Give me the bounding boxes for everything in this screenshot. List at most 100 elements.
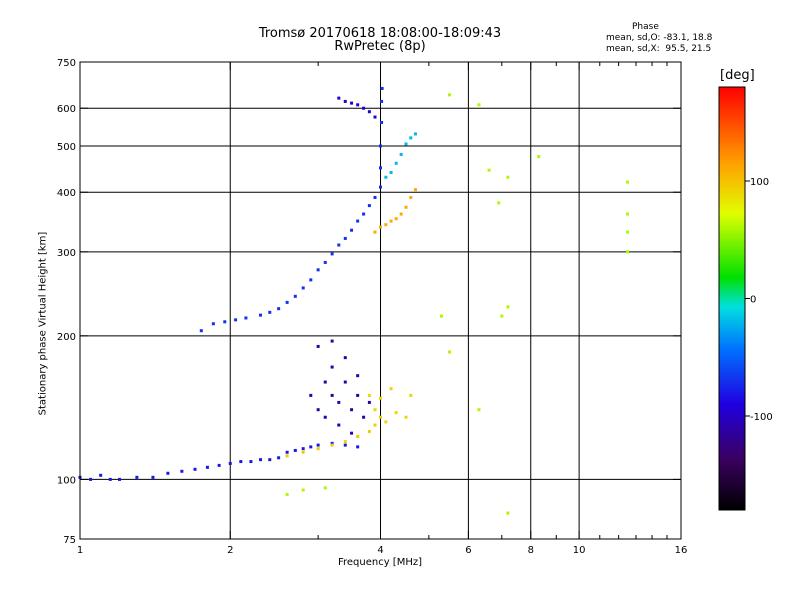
phase-legend-title: Phase — [632, 22, 659, 32]
data-point — [316, 443, 320, 447]
data-point — [99, 473, 103, 477]
data-point — [367, 110, 371, 114]
data-point — [343, 99, 347, 103]
data-point — [506, 175, 510, 179]
data-point — [373, 195, 377, 199]
data-point — [285, 454, 289, 458]
data-point — [625, 212, 629, 216]
data-point — [404, 415, 408, 419]
data-point — [301, 286, 305, 290]
data-point — [409, 393, 413, 397]
data-point — [497, 201, 501, 205]
data-point — [380, 121, 384, 125]
data-point — [259, 313, 263, 317]
data-point — [448, 350, 452, 354]
data-point — [285, 492, 289, 496]
data-point — [350, 431, 354, 435]
data-point — [244, 316, 248, 320]
data-point — [356, 445, 360, 449]
data-point — [409, 195, 413, 199]
data-point — [500, 314, 504, 318]
data-point — [211, 322, 215, 326]
data-point — [323, 415, 327, 419]
colorbar-tick-label: 0 — [750, 295, 756, 306]
data-point — [409, 136, 413, 140]
grid-lines — [80, 62, 681, 539]
colorbar-tick-label: -100 — [750, 412, 773, 423]
data-point — [343, 236, 347, 240]
data-point — [301, 450, 305, 454]
phase-legend-o-mode: mean, sd,O: -83.1, 18.8 — [606, 33, 713, 43]
data-point — [362, 106, 366, 110]
y-tick-label: 75 — [63, 535, 76, 546]
axis-ticks: 1 2 4 6 8 10 16 75 100 200 300 400 500 600 750 — [57, 58, 687, 556]
data-point — [367, 204, 371, 208]
data-point — [108, 477, 112, 481]
x-tick-label: 4 — [377, 545, 383, 556]
data-point — [506, 305, 510, 309]
data-point — [268, 458, 272, 462]
data-point — [506, 511, 510, 515]
data-point — [268, 310, 272, 314]
data-point — [350, 101, 354, 105]
data-point — [151, 475, 155, 479]
data-point — [337, 423, 341, 427]
data-point — [323, 486, 327, 490]
data-point — [379, 144, 382, 148]
data-point — [384, 420, 388, 424]
data-point — [394, 161, 398, 165]
data-point — [394, 411, 398, 415]
data-point — [389, 387, 393, 391]
data-point — [343, 380, 347, 384]
data-point — [373, 408, 377, 412]
data-point — [356, 435, 360, 439]
y-tick-label: 400 — [57, 188, 76, 199]
data-point — [362, 415, 366, 419]
data-point — [379, 396, 382, 400]
data-point — [293, 294, 297, 298]
data-point — [234, 318, 238, 322]
data-point — [373, 115, 377, 119]
x-axis-label: Frequency [MHz] — [337, 557, 423, 568]
data-point — [367, 400, 371, 404]
data-point — [404, 142, 408, 146]
data-point — [309, 393, 313, 397]
colorbar — [718, 86, 746, 511]
data-point — [356, 219, 360, 223]
data-point — [337, 400, 341, 404]
data-point — [316, 344, 320, 348]
data-point — [384, 175, 388, 179]
data-point — [343, 356, 347, 360]
data-point — [285, 300, 289, 304]
data-point — [379, 225, 382, 229]
y-tick-label: 100 — [57, 475, 76, 486]
chart-title: Tromsø 20170618 18:08:00-18:09:43 — [258, 26, 502, 41]
x-tick-label: 2 — [227, 545, 233, 556]
x-tick-label: 6 — [465, 545, 471, 556]
data-point — [330, 393, 334, 397]
colorbar-ticks: 100 0 -100 — [745, 177, 773, 423]
data-point — [367, 430, 371, 434]
data-point — [373, 423, 377, 427]
data-point — [379, 415, 382, 419]
y-tick-label: 300 — [57, 248, 76, 259]
data-point — [193, 467, 197, 471]
colorbar-tick-label: 100 — [750, 177, 769, 188]
data-point — [277, 456, 281, 460]
data-point — [625, 230, 629, 234]
data-point — [413, 132, 417, 136]
y-tick-label: 200 — [57, 332, 76, 343]
data-point — [199, 329, 203, 333]
data-point — [301, 488, 305, 492]
data-point — [362, 212, 366, 216]
data-point — [404, 205, 408, 209]
data-point — [217, 463, 221, 467]
data-point — [223, 320, 227, 324]
data-point — [301, 447, 305, 451]
data-point — [118, 477, 122, 481]
data-point — [323, 380, 327, 384]
data-point — [330, 252, 334, 256]
data-point — [389, 219, 393, 223]
data-point — [316, 447, 320, 451]
y-tick-label: 750 — [57, 58, 76, 69]
